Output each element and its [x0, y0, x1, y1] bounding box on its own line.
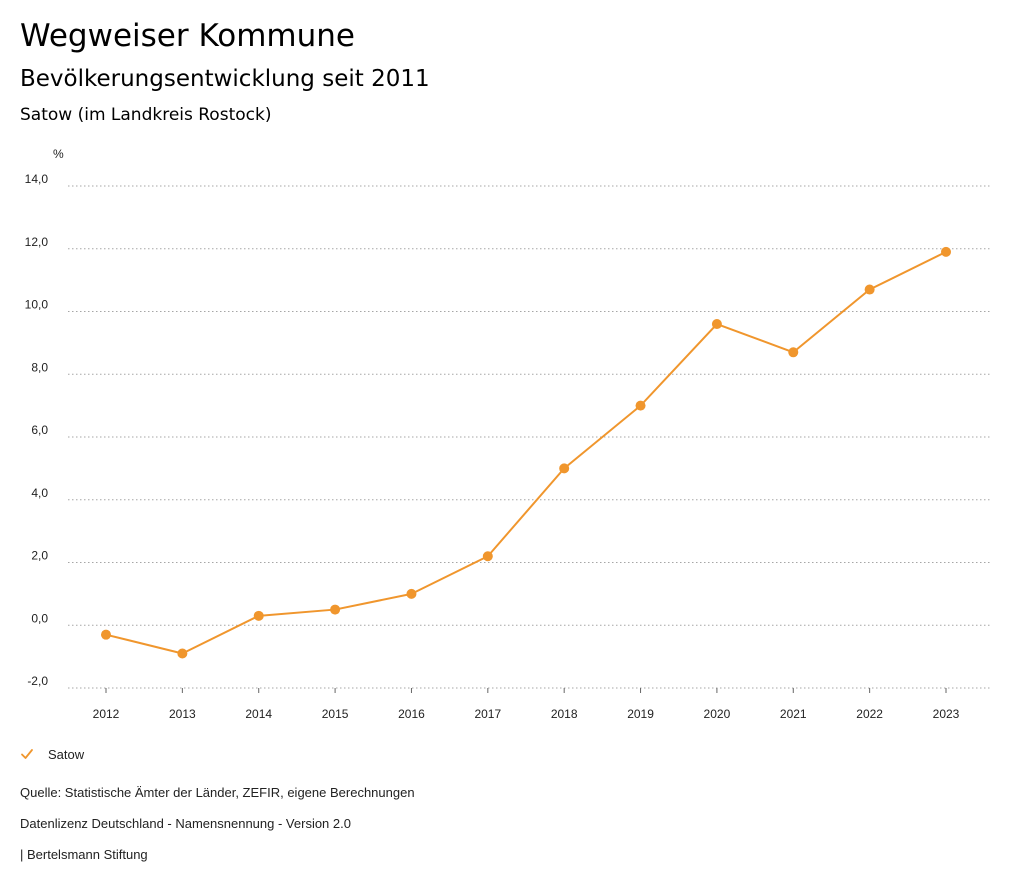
data-point[interactable] — [253, 610, 264, 621]
y-tick-label: 2,0 — [31, 549, 48, 563]
data-point[interactable] — [635, 400, 646, 411]
y-tick-label: 14,0 — [25, 172, 49, 186]
x-tick-label: 2023 — [933, 707, 960, 721]
data-point[interactable] — [559, 463, 570, 474]
data-point[interactable] — [330, 604, 341, 615]
page-title: Wegweiser Kommune — [20, 18, 355, 54]
legend-label: Satow — [48, 746, 85, 762]
series-satow — [101, 246, 951, 659]
y-tick-label: 0,0 — [31, 611, 48, 625]
x-tick-label: 2015 — [322, 707, 349, 721]
x-tick-label: 2014 — [245, 707, 272, 721]
y-tick-label: 8,0 — [31, 360, 48, 374]
y-axis-ticks: -2,0 0,0 2,0 4,0 6,0 8,0 10,0 12,0 14,0 — [25, 172, 49, 688]
y-tick-label: 10,0 — [25, 298, 49, 312]
x-tick-label: 2018 — [551, 707, 578, 721]
y-tick-label: 12,0 — [25, 235, 49, 249]
data-point[interactable] — [941, 246, 951, 257]
x-tick-label: 2016 — [398, 707, 425, 721]
legend-item-satow[interactable]: Satow — [20, 744, 84, 764]
data-point[interactable] — [788, 347, 799, 358]
data-point[interactable] — [177, 648, 188, 659]
data-point[interactable] — [101, 629, 111, 640]
y-axis-unit-label: % — [53, 147, 64, 161]
y-tick-label: 4,0 — [31, 486, 48, 500]
series-line — [105, 250, 947, 655]
x-tick-label: 2017 — [474, 707, 501, 721]
region-name: Satow (im Landkreis Rostock) — [20, 105, 272, 125]
grid-lines — [68, 185, 990, 689]
x-tick-label: 2020 — [704, 707, 731, 721]
x-tick-label: 2013 — [169, 707, 196, 721]
x-tick-label: 2012 — [93, 707, 120, 721]
chart-subtitle: Bevölkerungsentwicklung seit 2011 — [20, 66, 430, 92]
license-note: Datenlizenz Deutschland - Namensnennung … — [20, 816, 351, 831]
data-point[interactable] — [406, 588, 417, 599]
source-note: Quelle: Statistische Ämter der Länder, Z… — [20, 785, 415, 800]
data-point[interactable] — [864, 284, 875, 295]
y-tick-label: -2,0 — [27, 674, 48, 688]
data-point[interactable] — [482, 551, 493, 562]
x-tick-label: 2022 — [856, 707, 883, 721]
line-chart: % -2,00,02,04,06,08,010,012,014,0 2012 20… — [25, 147, 990, 721]
data-point[interactable] — [711, 319, 722, 330]
y-tick-label: 6,0 — [31, 423, 48, 437]
x-tick-label: 2019 — [627, 707, 654, 721]
x-tick-label: 2021 — [780, 707, 807, 721]
check-icon — [21, 749, 33, 759]
x-axis-ticks: 2012 2013 2014 2015 2016 2017 2018 2019 2020 2021… — [93, 688, 960, 721]
credit-note: | Bertelsmann Stiftung — [20, 847, 148, 862]
